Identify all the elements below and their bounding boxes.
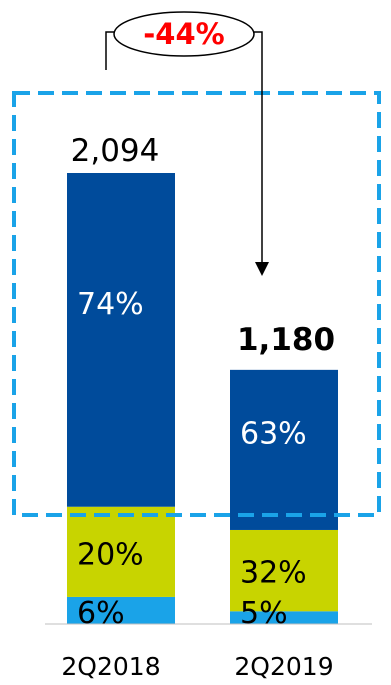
segment-label-2Q2018-2: 74%	[77, 287, 144, 322]
labels-layer: 6% 20% 74% 2,094 2Q2018 5% 32% 63% 1,180 2Q2019	[61, 133, 335, 681]
bar-segment-2Q2019-2	[230, 369, 338, 530]
bar-segment-2Q2019-1	[230, 529, 338, 612]
total-label-2Q2018: 2,094	[71, 133, 160, 169]
highlight-box	[12, 91, 381, 517]
segment-label-2Q2018-0: 6%	[77, 596, 125, 631]
change-callout-label: -44%	[143, 17, 224, 51]
category-label-2Q2019: 2Q2019	[234, 652, 333, 681]
bars-layer	[67, 173, 338, 624]
bar-segment-2Q2019-0	[230, 611, 338, 624]
bar-segment-2Q2018-0	[67, 596, 175, 624]
segment-label-2Q2019-1: 32%	[240, 556, 307, 591]
category-label-2Q2018: 2Q2018	[61, 652, 160, 681]
bar-segment-2Q2018-1	[67, 506, 175, 597]
segment-label-2Q2018-1: 20%	[77, 537, 144, 572]
bar-segment-2Q2018-2	[67, 173, 175, 507]
segment-label-2Q2019-2: 63%	[240, 416, 307, 451]
total-label-2Q2019: 1,180	[237, 322, 335, 358]
segment-label-2Q2019-0: 5%	[240, 596, 288, 631]
change-callout-bubble	[113, 11, 255, 57]
